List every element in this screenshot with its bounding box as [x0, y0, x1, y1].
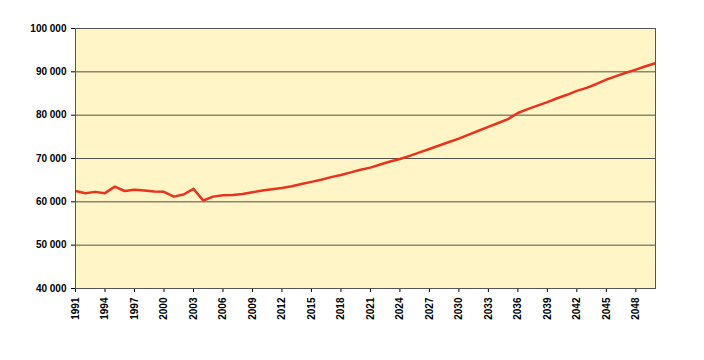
svg-text:70 000: 70 000 — [36, 153, 67, 164]
svg-text:80 000: 80 000 — [36, 109, 67, 120]
svg-text:2000: 2000 — [158, 297, 169, 320]
svg-text:90 000: 90 000 — [36, 66, 67, 77]
svg-text:2021: 2021 — [365, 297, 376, 320]
svg-text:2027: 2027 — [424, 297, 435, 320]
svg-text:1997: 1997 — [129, 297, 140, 320]
svg-text:2003: 2003 — [188, 297, 199, 320]
svg-text:2024: 2024 — [394, 297, 405, 320]
svg-text:1991: 1991 — [70, 297, 81, 320]
svg-text:2006: 2006 — [217, 297, 228, 320]
svg-text:1994: 1994 — [99, 297, 110, 320]
svg-text:50 000: 50 000 — [36, 239, 67, 250]
svg-text:2033: 2033 — [483, 297, 494, 320]
svg-text:100 000: 100 000 — [30, 23, 67, 34]
svg-text:2030: 2030 — [453, 297, 464, 320]
svg-text:2045: 2045 — [601, 297, 612, 320]
svg-text:2009: 2009 — [247, 297, 258, 320]
svg-text:60 000: 60 000 — [36, 196, 67, 207]
svg-text:2018: 2018 — [335, 297, 346, 320]
svg-text:2042: 2042 — [571, 297, 582, 320]
svg-text:2015: 2015 — [306, 297, 317, 320]
svg-text:2012: 2012 — [276, 297, 287, 320]
svg-text:2048: 2048 — [630, 297, 641, 320]
svg-text:2039: 2039 — [542, 297, 553, 320]
svg-text:2036: 2036 — [512, 297, 523, 320]
svg-text:40 000: 40 000 — [36, 283, 67, 294]
